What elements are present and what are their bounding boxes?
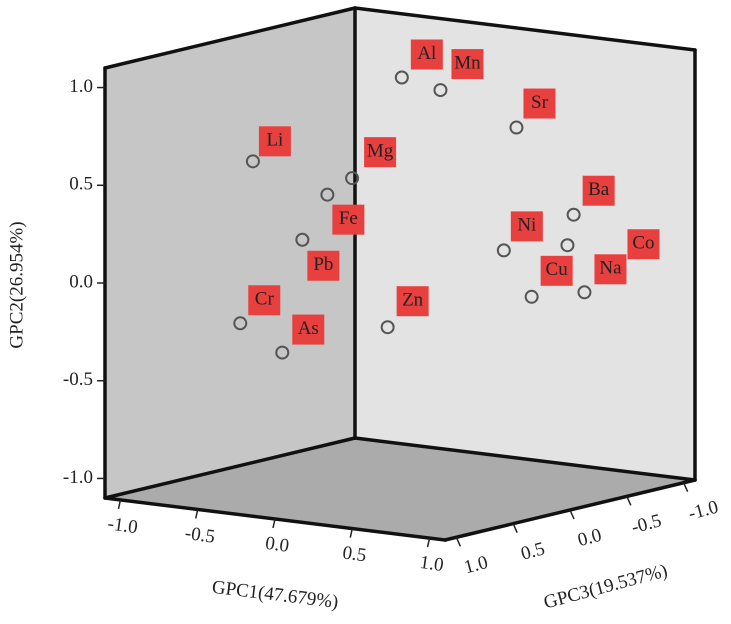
- point-label: Sr: [531, 92, 549, 113]
- x-tick: [426, 537, 431, 548]
- point-label-box: [627, 229, 660, 260]
- box-edge: [353, 6, 697, 52]
- point-label: Al: [417, 43, 436, 64]
- point-label: Ba: [588, 179, 610, 200]
- point-label: Cu: [546, 259, 569, 280]
- point-label-box: [594, 254, 627, 285]
- x-tick: [349, 528, 354, 538]
- point: [509, 120, 524, 135]
- point-label: Mn: [454, 52, 481, 73]
- point-label: Na: [599, 258, 622, 279]
- point-label: Li: [266, 130, 283, 151]
- point-label: Fe: [339, 208, 358, 229]
- point: [577, 285, 592, 300]
- right-wall: [355, 8, 695, 480]
- point-label-box: [540, 255, 573, 286]
- point: [496, 243, 511, 258]
- point-label: Co: [632, 233, 654, 254]
- point-label: Pb: [313, 254, 333, 275]
- point-label-box: [307, 250, 340, 281]
- point-label-box: [582, 175, 615, 206]
- point: [275, 345, 290, 360]
- x-tick: [117, 499, 122, 510]
- x-tick-label: -1.0: [106, 513, 139, 538]
- point: [394, 70, 409, 85]
- point-label-box: [332, 204, 365, 235]
- point-label: Zn: [402, 290, 424, 311]
- point-label-box: [451, 49, 484, 80]
- point: [524, 289, 539, 304]
- point-label: As: [298, 318, 319, 339]
- z-tick-label: 0.0: [576, 525, 604, 551]
- y-tick-label: 0.5: [69, 174, 93, 195]
- z-tick: [512, 523, 518, 533]
- point-label-box: [410, 39, 443, 70]
- z-tick-label: 1.0: [462, 552, 490, 578]
- point-label-box: [510, 211, 543, 242]
- point: [295, 232, 310, 247]
- z-axis-title: GPC3(19.537%): [542, 560, 670, 613]
- point-label: Ni: [517, 215, 536, 236]
- point: [345, 171, 360, 186]
- z-tick: [626, 496, 632, 506]
- point: [566, 207, 581, 222]
- point-label-box: [364, 137, 397, 168]
- box-edge: [103, 436, 357, 500]
- z-tick-label: -1.0: [686, 497, 720, 525]
- x-tick-label: 1.0: [418, 552, 444, 576]
- point: [233, 316, 248, 331]
- point-label: Cr: [255, 289, 275, 310]
- y-tick-label: -0.5: [63, 369, 93, 390]
- point-label: Mg: [367, 141, 394, 162]
- y-tick-label: 0.0: [69, 271, 93, 292]
- y-tick-label: -1.0: [63, 467, 93, 488]
- z-tick: [569, 509, 575, 520]
- box-edge: [353, 436, 697, 482]
- x-axis-title: GPC1(47.679%): [211, 577, 340, 613]
- point: [433, 83, 448, 98]
- x-tick: [194, 509, 199, 519]
- z-tick-label: 0.5: [519, 538, 547, 564]
- point-label-box: [396, 286, 429, 317]
- x-tick-label: 0.5: [341, 542, 367, 566]
- point: [380, 320, 395, 335]
- z-tick-label: -0.5: [629, 510, 663, 538]
- x-tick-label: -0.5: [184, 523, 217, 548]
- x-tick-label: 0.0: [264, 533, 290, 557]
- z-tick: [455, 536, 462, 547]
- y-tick-label: 1.0: [69, 76, 93, 97]
- x-tick: [272, 518, 276, 529]
- point: [245, 154, 260, 169]
- point-label-box: [248, 285, 281, 316]
- left-wall: [105, 8, 355, 498]
- point-label-box: [292, 314, 325, 345]
- point-label-box: [523, 88, 556, 119]
- y-axis-title: GPC2(26.954%): [6, 221, 27, 348]
- point-label-box: [258, 126, 291, 157]
- point: [560, 238, 575, 253]
- z-tick: [682, 482, 689, 493]
- box-edge: [103, 6, 357, 70]
- point: [320, 187, 335, 202]
